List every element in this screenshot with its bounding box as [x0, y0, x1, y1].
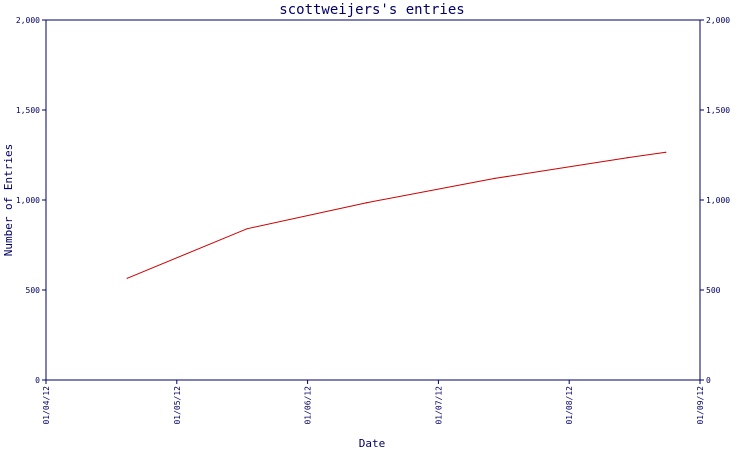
y-axis-left: 0 500 1,000 1,500 2,000: [16, 16, 46, 385]
data-point: [246, 228, 248, 230]
data-point: [126, 277, 128, 279]
y-tick-label-right: 2,000: [706, 16, 730, 25]
data-point: [665, 151, 667, 153]
x-tick-label: 01/07/12: [434, 386, 443, 425]
x-axis-label: Date: [359, 437, 386, 450]
y-tick-label-left: 2,000: [16, 16, 40, 25]
y-tick-label-left: 1,000: [16, 196, 40, 205]
y-axis-right: 0 500 1,000 1,500 2,000: [700, 16, 730, 385]
y-tick-label-right: 0: [706, 376, 711, 385]
plot-area-frame: [45, 19, 701, 381]
y-tick-label-right: 1,500: [706, 106, 730, 115]
data-point: [365, 202, 368, 204]
data-point: [494, 177, 496, 179]
x-tick-label: 01/09/12: [696, 386, 705, 425]
x-axis: 01/04/12 01/05/12 01/06/12 01/07/12 01/08/12…: [42, 380, 705, 425]
chart-title: scottweijers's entries: [279, 2, 464, 18]
y-tick-label-left: 500: [26, 286, 41, 295]
data-point: [626, 157, 628, 159]
y-tick-label-left: 0: [35, 376, 40, 385]
x-tick-label: 01/06/12: [304, 386, 313, 425]
x-tick-label: 01/05/12: [173, 386, 182, 425]
y-tick-label-right: 1,000: [706, 196, 730, 205]
series-line: [127, 151, 666, 279]
x-tick-label: 01/04/12: [42, 386, 51, 425]
y-tick-label-right: 500: [706, 286, 721, 295]
x-tick-label: 01/08/12: [565, 386, 574, 425]
y-axis-label: Number of Entries: [2, 144, 15, 257]
series-layer: [126, 151, 667, 279]
y-tick-label-left: 1,500: [16, 106, 40, 115]
